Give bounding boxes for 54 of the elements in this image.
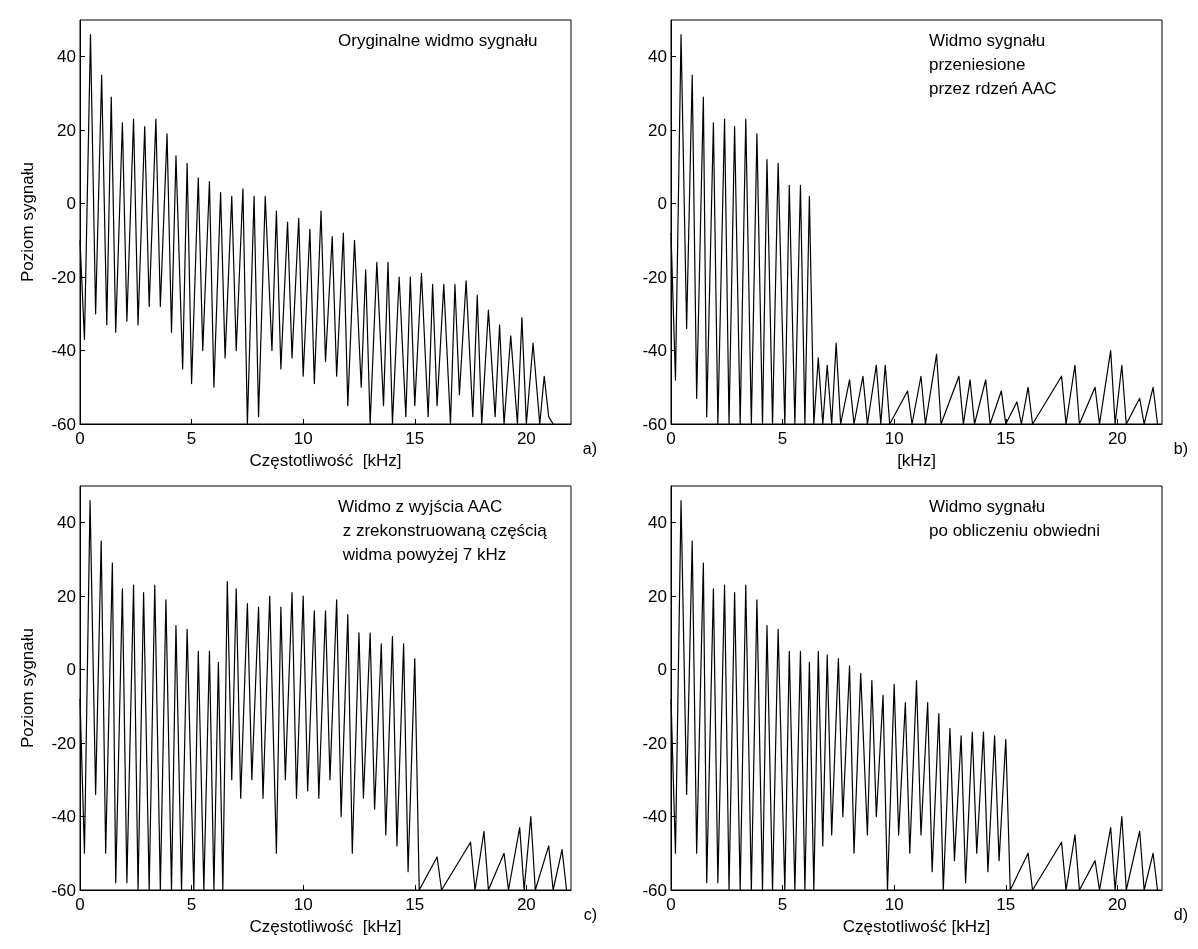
- x-tick-label: 5: [186, 895, 197, 914]
- text: d): [1173, 905, 1189, 923]
- y-tick-label: 20: [648, 586, 667, 606]
- text: b): [1173, 439, 1189, 457]
- y-tick-label: -40: [642, 807, 667, 827]
- x-tick-label: 15: [996, 895, 1016, 914]
- annotation: Widmo sygnału po obliczeniu obwiedni: [929, 496, 1101, 540]
- y-tick-label: 20: [57, 120, 76, 140]
- y-tick-label: 0: [657, 660, 667, 680]
- y-tick-label: 0: [66, 660, 76, 680]
- x-tick-label: 20: [1107, 895, 1127, 914]
- y-tick-label: -20: [51, 733, 76, 753]
- y-tick-label: -40: [51, 807, 76, 827]
- text: c): [583, 905, 597, 923]
- y-tick-label: -60: [51, 880, 76, 900]
- y-tick-label: 40: [57, 513, 76, 533]
- y-tick-label: 40: [648, 47, 667, 67]
- y-tick-label: 40: [648, 513, 667, 533]
- x-axis-title: Częstotliwość [kHz]: [842, 917, 991, 936]
- text: a): [582, 439, 598, 457]
- x-tick-label: 20: [1107, 429, 1127, 448]
- x-axis-title: Częstotliwość [kHz]: [249, 451, 402, 470]
- x-tick-label: 15: [996, 429, 1016, 448]
- x-tick-label: 15: [405, 895, 425, 914]
- x-tick-label: 5: [777, 429, 788, 448]
- y-tick-label: -60: [642, 414, 667, 434]
- annotation: Widmo z wyjścia AAC z zrekonstruowaną częścią widma powyżej 7 kHz: [338, 496, 548, 564]
- x-axis-title: Częstotliwość [kHz]: [249, 917, 402, 936]
- x-tick-label: 10: [293, 429, 313, 448]
- y-tick-label: 20: [57, 586, 76, 606]
- y-tick-label: -20: [642, 267, 667, 287]
- x-tick-label: 5: [186, 429, 197, 448]
- y-tick-label: -40: [642, 341, 667, 361]
- x-tick-label: 15: [405, 429, 425, 448]
- y-tick-label: 0: [657, 194, 667, 214]
- annotation: Widmo sygnału przeniesione przez rdzeń AAC: [929, 30, 1057, 98]
- y-tick-label: 0: [66, 194, 76, 214]
- y-tick-label: 40: [57, 47, 76, 67]
- x-tick-label: 10: [884, 429, 904, 448]
- x-tick-label: 10: [884, 895, 904, 914]
- x-tick-label: 20: [516, 895, 536, 914]
- x-axis-title: [kHz]: [897, 451, 936, 470]
- y-tick-label: -60: [51, 414, 76, 434]
- y-axis-title: Poziom sygnału: [18, 627, 37, 749]
- x-tick-label: 10: [293, 895, 313, 914]
- y-tick-label: -60: [642, 880, 667, 900]
- y-tick-label: -40: [51, 341, 76, 361]
- y-tick-label: 20: [648, 120, 667, 140]
- y-tick-label: -20: [51, 267, 76, 287]
- annotation: Oryginalne widmo sygnału: [338, 30, 538, 50]
- y-tick-label: -20: [642, 733, 667, 753]
- y-axis-title: Poziom sygnału: [18, 161, 37, 283]
- x-tick-label: 20: [516, 429, 536, 448]
- x-tick-label: 5: [777, 895, 788, 914]
